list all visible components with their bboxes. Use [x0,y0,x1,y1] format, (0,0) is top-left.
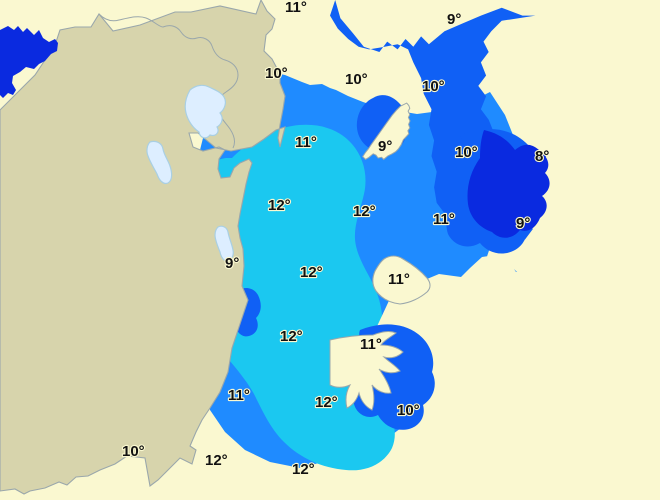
svg-text:8°: 8° [535,148,549,165]
svg-text:12°: 12° [300,264,323,281]
svg-text:10°: 10° [455,144,478,161]
svg-text:11°: 11° [388,271,410,288]
svg-text:12°: 12° [280,328,303,345]
svg-text:12°: 12° [315,394,338,411]
svg-text:11°: 11° [228,387,250,404]
svg-text:12°: 12° [205,452,228,469]
svg-text:10°: 10° [265,65,288,82]
svg-text:9°: 9° [378,138,392,155]
svg-text:11°: 11° [295,134,317,151]
svg-text:12°: 12° [353,203,376,220]
svg-text:11°: 11° [433,211,455,228]
svg-text:10°: 10° [422,78,445,95]
svg-text:10°: 10° [397,402,420,419]
svg-text:9°: 9° [516,215,530,232]
svg-text:12°: 12° [292,461,315,478]
svg-text:9°: 9° [447,11,461,28]
svg-text:10°: 10° [122,443,145,460]
svg-text:9°: 9° [225,255,239,272]
svg-text:11°: 11° [285,0,307,16]
svg-text:10°: 10° [345,71,368,88]
svg-text:12°: 12° [268,197,291,214]
svg-text:11°: 11° [360,336,382,353]
